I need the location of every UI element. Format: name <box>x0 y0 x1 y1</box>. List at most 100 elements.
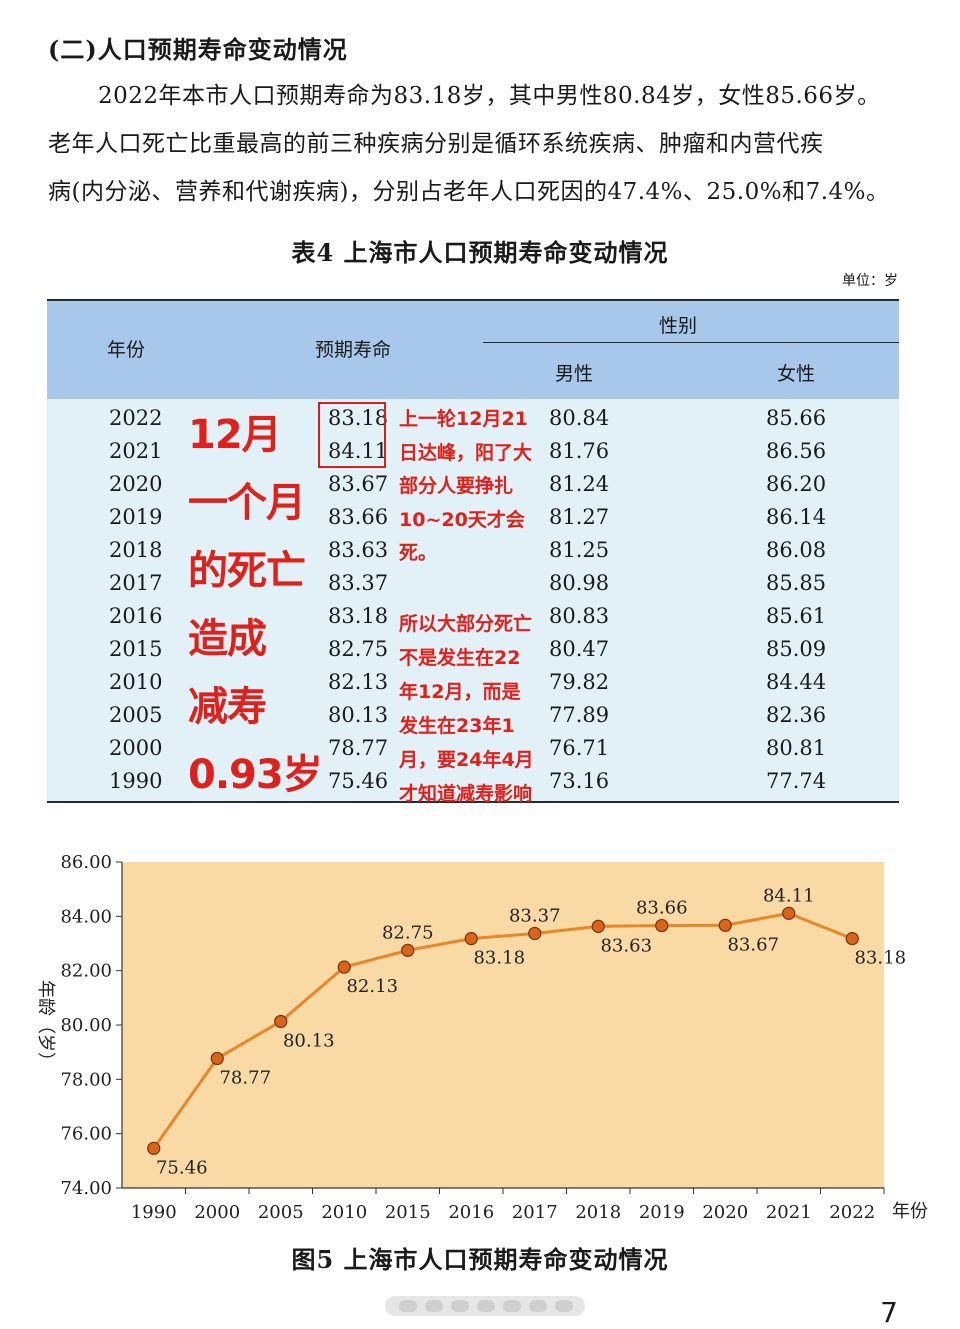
annotation-note-line: 日达峰，阳了大 <box>399 441 533 464</box>
cell-male: 80.98 <box>549 571 610 595</box>
data-point <box>274 1014 288 1029</box>
data-point <box>337 960 351 974</box>
x-tick-label: 2021 <box>766 1202 812 1223</box>
cell-female: 85.66 <box>766 406 827 430</box>
header-gender: 性别 <box>659 315 698 337</box>
y-tick-label: 80.00 <box>60 1015 112 1036</box>
cell-life-expectancy: 83.67 <box>328 472 389 496</box>
cell-male: 80.84 <box>549 406 610 430</box>
data-point <box>718 918 732 932</box>
cell-life-expectancy: 83.66 <box>328 505 389 529</box>
cell-year: 2010 <box>109 670 163 694</box>
cell-life-expectancy: 83.63 <box>328 538 389 562</box>
page-number: 7 <box>880 1296 898 1329</box>
annotation-note-line: 上一轮12月21 <box>399 408 528 430</box>
cell-female: 85.09 <box>766 637 827 661</box>
annotation-main-line: 的死亡 <box>188 548 306 594</box>
cell-female: 86.20 <box>766 472 827 496</box>
cell-male: 79.82 <box>549 670 610 694</box>
cell-life-expectancy: 78.77 <box>328 736 389 760</box>
table-row: 2017 83.37 80.98 85.85 <box>47 567 899 600</box>
data-point <box>147 1141 161 1155</box>
y-tick-label: 76.00 <box>60 1124 112 1145</box>
annotation-note-line: 年12月，而是 <box>399 681 521 703</box>
cell-year: 2018 <box>109 538 163 562</box>
cell-male: 81.76 <box>549 439 610 463</box>
cell-male: 76.71 <box>549 736 610 760</box>
cell-female: 86.14 <box>766 505 827 529</box>
cell-female: 84.44 <box>766 670 827 694</box>
data-label: 83.18 <box>473 948 525 969</box>
table-title: 表4 上海市人口预期寿命变动情况 <box>291 238 669 267</box>
annotation-note-line: 所以大部分死亡 <box>399 613 533 635</box>
x-tick-label: 2010 <box>321 1202 367 1223</box>
cell-year: 2015 <box>109 637 163 661</box>
cell-life-expectancy: 75.46 <box>328 769 389 793</box>
annotation-main-line: 0.93岁 <box>188 752 323 798</box>
cell-male: 73.16 <box>549 769 610 793</box>
cell-female: 86.08 <box>766 538 827 562</box>
data-label: 80.13 <box>283 1030 335 1051</box>
cell-male: 80.47 <box>549 637 610 661</box>
cell-year: 2020 <box>109 472 163 496</box>
cell-year: 2017 <box>109 571 163 595</box>
cell-year: 2000 <box>109 736 163 760</box>
cell-year: 2022 <box>109 406 163 430</box>
x-tick-label: 2016 <box>448 1202 494 1223</box>
y-tick-label: 86.00 <box>60 852 112 873</box>
x-tick-label: 1990 <box>131 1202 177 1223</box>
header-female: 女性 <box>777 363 816 385</box>
x-tick-label: 2000 <box>194 1202 240 1223</box>
header-life-expectancy: 预期寿命 <box>315 339 392 361</box>
cell-year: 2019 <box>109 505 163 529</box>
table-header: 年份 预期寿命 性别 男性 女性 <box>47 299 899 401</box>
table-row: 2005 80.13 77.89 82.36 <box>47 699 899 732</box>
data-point <box>464 932 478 946</box>
table-row: 2016 83.18 80.83 85.61 <box>47 600 899 633</box>
annotation-main-line: 12月 <box>188 412 282 458</box>
data-label: 78.77 <box>219 1067 271 1088</box>
header-male: 男性 <box>555 363 594 385</box>
cell-female: 82.36 <box>766 703 827 727</box>
table-body: 2022 83.18 80.84 85.66 2021 84.11 81.76 86.56 20… <box>47 399 899 803</box>
cell-year: 2021 <box>109 439 163 463</box>
y-tick-label: 82.00 <box>60 961 112 982</box>
data-label: 83.66 <box>636 898 688 919</box>
table-row: 2018 83.63 81.25 86.08 <box>47 534 899 567</box>
plot-area <box>122 862 884 1188</box>
annotation-note-line: 死。 <box>399 542 438 564</box>
paragraph-line-3: 病(内分泌、营养和代谢疾病)，分别占老年人口死因的47.4%、25.0%和7.4… <box>48 179 890 205</box>
cell-male: 81.27 <box>549 505 610 529</box>
x-tick-label: 2015 <box>385 1202 431 1223</box>
table-row: 2022 83.18 80.84 85.66 <box>47 402 899 435</box>
data-point <box>210 1051 224 1066</box>
header-year: 年份 <box>107 339 146 361</box>
annotation-note-line: 10~20天才会 <box>399 508 525 531</box>
figure-title: 图5 上海市人口预期寿命变动情况 <box>291 1245 669 1274</box>
cell-female: 77.74 <box>766 769 827 793</box>
paragraph-line-1: 2022年本市人口预期寿命为83.18岁，其中男性80.84岁，女性85.66岁… <box>98 83 881 109</box>
data-label: 83.63 <box>600 935 652 956</box>
y-tick-label: 78.00 <box>60 1069 112 1090</box>
table-row: 2010 82.13 79.82 84.44 <box>47 666 899 699</box>
cell-life-expectancy: 83.37 <box>328 571 389 595</box>
cell-year: 1990 <box>109 769 163 793</box>
paragraph-line-2: 老年人口死亡比重最高的前三种疾病分别是循环系统疾病、肿瘤和内营代疾 <box>48 131 824 157</box>
annotation-note-line: 部分人要挣扎 <box>399 475 514 497</box>
table-row: 2015 82.75 80.47 85.09 <box>47 633 899 666</box>
annotation-main-line: 减寿 <box>188 684 267 730</box>
cell-female: 86.56 <box>766 439 827 463</box>
table-unit: 单位：岁 <box>842 273 898 289</box>
data-label: 82.13 <box>346 976 398 997</box>
x-tick-label: 2017 <box>512 1202 558 1223</box>
annotation-note-line: 才知道减寿影响 <box>399 783 533 805</box>
cell-year: 2016 <box>109 604 163 628</box>
table-row: 1990 75.46 73.16 77.74 <box>47 765 899 798</box>
x-tick-label: 2020 <box>702 1202 748 1223</box>
y-tick-label: 74.00 <box>60 1178 112 1199</box>
cell-life-expectancy: 82.13 <box>328 670 389 694</box>
data-label: 84.11 <box>763 885 815 906</box>
y-tick-label: 84.00 <box>60 906 112 927</box>
header-divider <box>483 342 899 343</box>
data-label: 75.46 <box>156 1157 208 1178</box>
